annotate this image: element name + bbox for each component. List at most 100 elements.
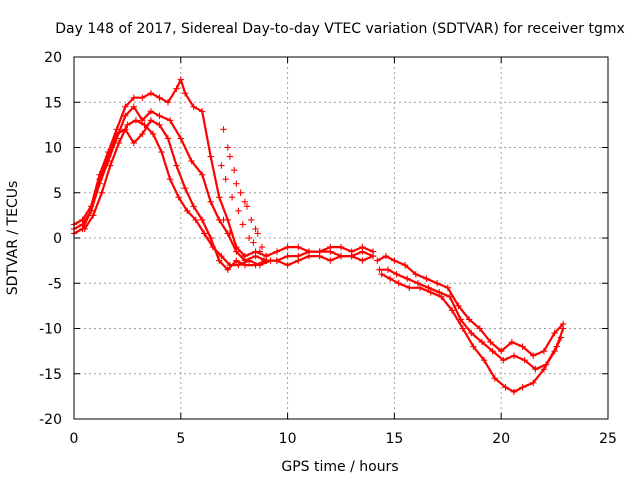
x-tick-label: 0	[70, 431, 79, 447]
data-point	[448, 307, 456, 314]
data-point	[295, 257, 302, 264]
data-point	[433, 280, 441, 287]
data-point	[438, 293, 445, 301]
data-point	[190, 103, 197, 110]
data-point	[382, 252, 390, 260]
data-point	[273, 248, 281, 255]
x-tick-label: 10	[279, 431, 297, 447]
data-point	[376, 266, 383, 273]
data-point	[130, 94, 138, 101]
data-point	[181, 185, 189, 192]
data-point	[316, 252, 323, 260]
data-point	[510, 352, 518, 359]
data-point	[166, 117, 174, 124]
data-point	[188, 157, 195, 165]
data-point	[81, 225, 88, 233]
data-point	[156, 94, 163, 101]
data-point	[489, 347, 496, 355]
data-point	[557, 334, 565, 341]
data-point	[459, 325, 466, 332]
data-point	[164, 99, 172, 106]
data-point	[198, 108, 206, 115]
data-point	[530, 352, 537, 359]
data-point	[263, 252, 270, 260]
data-point	[201, 230, 208, 237]
data-point	[231, 166, 238, 174]
data-point	[216, 257, 223, 264]
data-point	[559, 325, 567, 332]
data-point	[166, 175, 174, 183]
data-point	[98, 189, 105, 196]
data-point	[404, 275, 411, 282]
series-track-6	[376, 266, 567, 373]
data-point	[245, 257, 253, 264]
y-tick-label: 0	[53, 231, 62, 247]
data-point	[243, 203, 251, 210]
data-point	[412, 271, 419, 278]
data-point	[401, 261, 409, 269]
series-track-5	[374, 252, 567, 359]
data-point	[173, 85, 180, 92]
data-point	[147, 108, 155, 115]
data-point	[218, 252, 225, 260]
data-point	[149, 130, 157, 138]
data-point	[519, 343, 526, 350]
x-tick-label: 25	[599, 431, 617, 447]
data-point	[181, 90, 189, 97]
data-point	[476, 325, 484, 332]
series-line	[72, 78, 375, 258]
data-point	[147, 90, 155, 97]
data-point	[295, 243, 302, 251]
data-point	[115, 139, 123, 147]
data-point	[427, 289, 434, 296]
data-point	[256, 248, 264, 255]
data-point	[444, 284, 451, 291]
data-point	[107, 162, 114, 169]
data-point	[369, 252, 377, 260]
data-point	[175, 194, 182, 201]
data-point	[207, 234, 214, 242]
data-point	[502, 384, 509, 391]
data-point	[198, 171, 206, 178]
data-point	[156, 112, 163, 120]
data-point	[173, 162, 180, 169]
grid-lines	[74, 57, 608, 419]
data-point	[540, 347, 548, 355]
data-point	[248, 216, 255, 224]
data-point	[130, 103, 138, 110]
data-point	[104, 153, 112, 160]
data-point	[250, 239, 257, 246]
data-point	[258, 243, 266, 251]
data-point	[224, 144, 231, 151]
data-point	[260, 257, 268, 264]
data-point	[378, 271, 385, 278]
data-point	[425, 284, 432, 291]
data-point	[423, 275, 430, 282]
data-point	[327, 248, 334, 255]
data-point	[198, 216, 206, 224]
data-point	[113, 130, 120, 138]
y-tick-label: -15	[39, 367, 62, 383]
data-point	[551, 347, 558, 355]
data-point	[224, 266, 231, 273]
data-point	[239, 221, 246, 228]
data-point	[359, 248, 366, 255]
data-point	[406, 284, 413, 291]
series-track-1	[70, 76, 377, 260]
data-point	[327, 257, 334, 264]
data-point	[147, 117, 155, 124]
data-point	[267, 257, 274, 264]
data-point	[218, 162, 225, 169]
data-point	[551, 329, 558, 337]
data-point	[436, 289, 443, 296]
data-point	[132, 117, 140, 124]
y-tick-label: -10	[39, 322, 62, 338]
data-point	[384, 266, 392, 273]
data-point	[273, 257, 281, 264]
data-point	[207, 153, 214, 160]
series-line	[83, 119, 272, 267]
data-point	[487, 338, 494, 346]
data-point	[455, 302, 462, 310]
data-point	[228, 194, 236, 201]
data-point	[226, 153, 234, 160]
